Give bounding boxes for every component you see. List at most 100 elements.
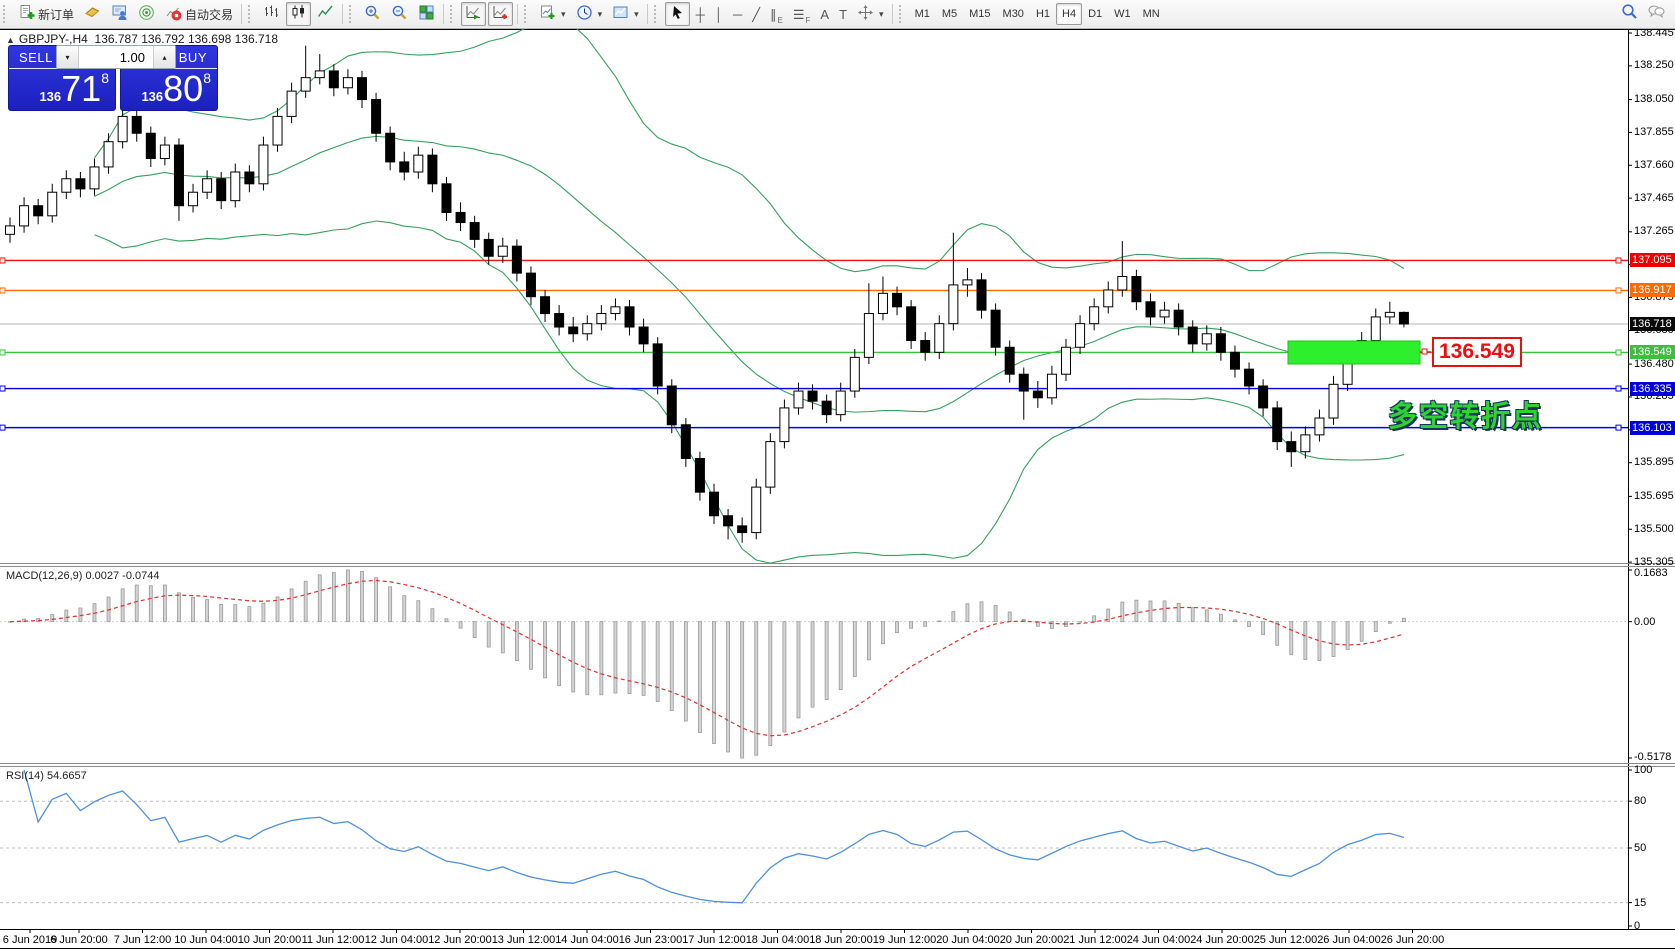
new-order-icon bbox=[18, 4, 35, 24]
chart-title: ▲ GBPJPY-,H4 136.787 136.792 136.698 136.… bbox=[6, 32, 278, 46]
timeframe-h1-button[interactable]: H1 bbox=[1035, 8, 1050, 20]
chart-shift-icon bbox=[492, 4, 509, 24]
ohlc-values: 136.787 136.792 136.698 136.718 bbox=[94, 32, 279, 46]
new-order-button-label: 新订单 bbox=[38, 7, 75, 22]
autotrading-icon bbox=[165, 4, 182, 24]
toolbar-grip[interactable] bbox=[524, 5, 531, 23]
buy-price: 136808 bbox=[141, 70, 211, 107]
symbol-period-label: GBPJPY-,H4 bbox=[18, 32, 88, 46]
volume-stepper: ▾ 1.00 ▴ bbox=[56, 45, 176, 69]
tile-windows-button[interactable] bbox=[414, 2, 439, 26]
horizontal-line-icon: ─ bbox=[732, 6, 743, 22]
timeframe-m5-button[interactable]: M5 bbox=[941, 8, 958, 20]
chart-window: 138.445 138.250 138.050 137.855 137.660 137.4… bbox=[0, 27, 1675, 948]
toolbar-separator bbox=[891, 4, 893, 24]
text-icon: A bbox=[820, 6, 830, 22]
zoom-out-button[interactable] bbox=[387, 2, 412, 26]
channel-button[interactable]: ∥ E bbox=[770, 6, 783, 26]
chart-shift-button[interactable] bbox=[488, 2, 514, 26]
community-chat-icon[interactable] bbox=[1648, 3, 1665, 25]
text-label-button[interactable]: T bbox=[835, 2, 851, 26]
signals-button[interactable] bbox=[134, 2, 159, 26]
toolbar-grip[interactable] bbox=[450, 5, 457, 23]
vertical-line-button[interactable]: │ bbox=[711, 2, 727, 26]
arrows-icon bbox=[857, 4, 874, 24]
chinese-note-annotation[interactable]: 多空转折点 bbox=[1388, 401, 1544, 433]
time-axis[interactable] bbox=[0, 929, 1628, 948]
timeframe-m30-button[interactable]: M30 bbox=[1002, 8, 1024, 20]
toolbar: 新订单 自动交易 ▾ ▾ ▾ ┼ │ ─ ╱ ∥ E ☰ F A T ▾ M1 M5 M15 M30 H1 H4 D1 W1 M… bbox=[0, 0, 1675, 29]
volume-decrease-button[interactable]: ▾ bbox=[57, 46, 78, 68]
horizontal-line-button[interactable]: ─ bbox=[729, 2, 746, 26]
new-order-button[interactable]: 新订单 bbox=[14, 2, 78, 26]
period-clock-icon bbox=[576, 4, 593, 24]
new-chart-icon bbox=[539, 4, 556, 24]
templates-icon bbox=[612, 4, 629, 24]
sell-price-big: 71 bbox=[61, 68, 102, 109]
volume-increase-button[interactable]: ▴ bbox=[154, 46, 175, 68]
bar-chart-button[interactable] bbox=[259, 2, 284, 26]
timeframe-w1-button[interactable]: W1 bbox=[1114, 8, 1131, 20]
sell-button[interactable]: SELL bbox=[19, 49, 53, 65]
timeframe-mn-button[interactable]: MN bbox=[1142, 8, 1160, 20]
timeframe-d1-button[interactable]: D1 bbox=[1088, 8, 1103, 20]
cursor-icon bbox=[669, 4, 686, 24]
fibonacci-icon: ☰ bbox=[792, 6, 805, 22]
new-chart-button[interactable]: ▾ bbox=[535, 2, 570, 26]
timeframe-m1-button[interactable]: M1 bbox=[914, 8, 930, 20]
trendline-button[interactable]: ╱ bbox=[748, 2, 764, 26]
crosshair-button[interactable]: ┼ bbox=[692, 2, 709, 26]
chevron-down-icon: ▾ bbox=[597, 8, 603, 19]
search-icon[interactable] bbox=[1621, 3, 1638, 25]
cursor-button[interactable] bbox=[664, 2, 690, 26]
toolbar-grip[interactable] bbox=[248, 5, 255, 23]
price-tag-annotation[interactable]: 136.549 bbox=[1432, 337, 1522, 367]
period-clock-button[interactable]: ▾ bbox=[572, 2, 607, 26]
candlestick-chart-button[interactable] bbox=[286, 2, 312, 26]
text-button[interactable]: A bbox=[816, 2, 833, 26]
crosshair-icon: ┼ bbox=[695, 6, 705, 22]
zoom-out-icon bbox=[391, 4, 408, 24]
panel-splitter[interactable] bbox=[0, 561, 1675, 566]
collapse-triangle-icon[interactable]: ▲ bbox=[6, 35, 15, 45]
toolbar-separator bbox=[342, 4, 344, 24]
toolbar-grip[interactable] bbox=[349, 5, 356, 23]
panel-splitter[interactable] bbox=[0, 761, 1675, 766]
buy-price-sup: 8 bbox=[203, 70, 211, 86]
buy-button[interactable]: BUY bbox=[178, 49, 207, 65]
chart-canvas[interactable] bbox=[0, 28, 1675, 948]
toolbar-grip[interactable] bbox=[898, 5, 906, 23]
toolbar-separator bbox=[646, 4, 648, 24]
rsi-indicator-label: RSI(14) 54.6657 bbox=[6, 770, 87, 782]
timeframe-m15-button[interactable]: M15 bbox=[969, 8, 991, 20]
autotrading-button[interactable]: 自动交易 bbox=[161, 2, 237, 26]
templates-button[interactable]: ▾ bbox=[608, 2, 643, 26]
timeframe-h4-button[interactable]: H4 bbox=[1056, 3, 1083, 25]
line-chart-icon bbox=[317, 4, 334, 24]
buy-price-prefix: 136 bbox=[141, 89, 164, 104]
trendline-icon: ╱ bbox=[752, 6, 761, 22]
market-watch-icon bbox=[84, 4, 101, 24]
arrows-button[interactable]: ▾ bbox=[853, 2, 888, 26]
macd-indicator-label: MACD(12,26,9) 0.0027 -0.0744 bbox=[6, 570, 160, 582]
chevron-down-icon: ▾ bbox=[561, 8, 566, 19]
fibonacci-button[interactable]: ☰ F bbox=[792, 6, 811, 26]
price-axis[interactable] bbox=[1628, 28, 1675, 929]
sell-price: 136718 bbox=[39, 70, 109, 107]
data-window-button[interactable] bbox=[107, 2, 132, 26]
tile-windows-icon bbox=[418, 4, 435, 24]
market-watch-button[interactable] bbox=[80, 2, 105, 26]
channel-icon: ∥ bbox=[770, 6, 777, 22]
data-window-icon bbox=[111, 4, 128, 24]
signals-icon bbox=[138, 4, 155, 24]
toolbar-separator bbox=[517, 4, 519, 24]
text-label-icon: T bbox=[839, 6, 848, 22]
zoom-in-button[interactable] bbox=[360, 2, 385, 26]
toolbar-grip[interactable] bbox=[653, 5, 661, 23]
toolbar-grip[interactable] bbox=[3, 5, 10, 23]
auto-scroll-button[interactable] bbox=[461, 2, 487, 26]
line-chart-button[interactable] bbox=[313, 2, 338, 26]
autotrading-button-label: 自动交易 bbox=[185, 7, 234, 22]
volume-input[interactable]: 1.00 bbox=[78, 46, 154, 68]
